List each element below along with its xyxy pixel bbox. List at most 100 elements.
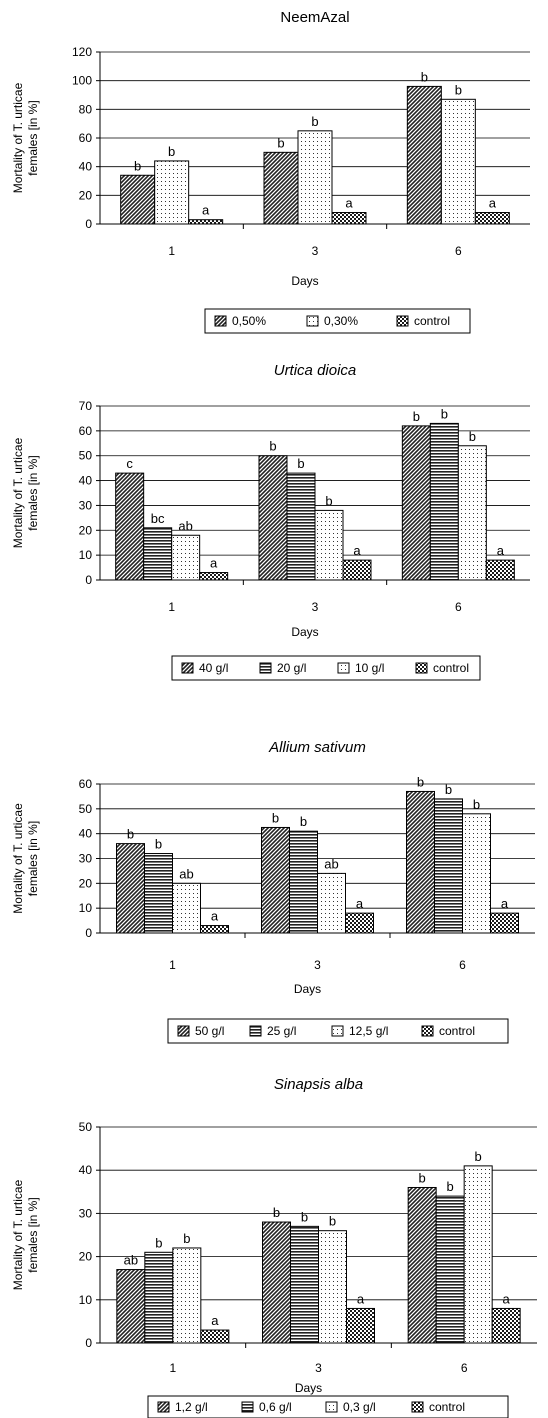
significance-label: a [357,1291,365,1306]
x-tick-label: 3 [312,600,319,614]
bar [286,472,316,581]
y-tick-label: 20 [79,1250,93,1264]
bar [172,882,201,934]
y-tick-label: 10 [79,548,93,562]
y-tick-label: 80 [79,102,93,116]
significance-label: bc [151,511,165,526]
bar [199,572,229,581]
significance-label: b [297,456,304,471]
y-tick-label: 100 [72,74,92,88]
legend-label: 0,3 g/l [343,1400,376,1414]
significance-label: b [455,82,462,97]
y-axis-label-line: Mortality of T. urticae [11,82,25,193]
legend-swatch [337,662,350,674]
bar [435,1195,465,1344]
significance-label: b [168,144,175,159]
bar [345,912,374,934]
legend-swatch [421,1025,434,1037]
legend-swatch [259,662,272,674]
legend-label: 10 g/l [355,661,384,675]
y-tick-label: 0 [85,926,92,940]
x-axis-label: Days [295,1381,322,1395]
bar [143,527,173,581]
legend-swatch [415,662,428,674]
legend-box [171,655,481,681]
significance-label: b [277,135,284,150]
x-tick-label: 3 [315,1361,322,1375]
x-tick-label: 6 [455,244,462,258]
significance-label: b [473,797,480,812]
bar [171,534,201,581]
bar [297,130,333,225]
legend-swatch [306,315,319,327]
significance-label: b [273,1205,280,1220]
y-axis-label-line: females [in %] [26,100,40,175]
legend-swatch [249,1025,262,1037]
legend-box [204,308,471,334]
legend-label: control [439,1024,475,1038]
y-tick-label: 40 [79,160,93,174]
y-axis-label: Mortality of T. urticaefemales [in %] [11,82,40,193]
y-tick-label: 20 [79,876,93,890]
legend-label: control [429,1400,465,1414]
chart-title: Allium sativum [268,739,366,756]
legend-label: control [433,661,469,675]
bar [115,472,145,581]
chart-title: NeemAzal [280,9,349,26]
y-axis-label-line: Mortality of T. urticae [11,437,25,548]
legend: 1,2 g/l 0,6 g/l 0,3 g/l control [147,1395,509,1418]
significance-label: ab [324,856,338,871]
x-tick-label: 6 [459,958,466,972]
significance-label: b [329,1214,336,1229]
significance-label: a [489,196,497,211]
x-axis-label: Days [291,274,318,288]
y-tick-label: 30 [79,852,93,866]
x-tick-label: 6 [461,1361,468,1375]
y-tick-label: 60 [79,424,93,438]
y-tick-label: 120 [72,45,92,59]
legend: 40 g/l 20 g/l 10 g/l control [171,655,481,681]
bar [429,422,459,581]
bar [263,151,299,225]
bar [317,872,346,934]
chart-panel: Allium sativum 0 10 20 30 40 50 60 Mortality of … [11,739,535,1044]
significance-label: ab [179,866,193,881]
x-tick-label: 1 [169,1361,176,1375]
y-tick-label: 0 [85,1336,92,1350]
chart-panel: Sinapsis alba 0 10 20 30 40 50 Mortality of T. … [11,1076,537,1418]
y-tick-label: 0 [85,573,92,587]
y-axis-label: Mortality of T. urticaefemales [in %] [11,437,40,548]
y-tick-label: 40 [79,1163,93,1177]
x-tick-label: 1 [169,958,176,972]
bar [406,85,442,225]
x-tick-label: 3 [314,958,321,972]
significance-label: c [126,456,133,471]
bar [401,425,431,581]
significance-label: a [211,909,219,924]
significance-label: ab [124,1253,138,1268]
legend-swatch [157,1401,170,1413]
bar [463,1165,493,1344]
significance-label: b [269,439,276,454]
significance-label: b [441,406,448,421]
significance-label: b [419,1170,426,1185]
x-tick-label: 1 [168,600,175,614]
legend-swatch [214,315,227,327]
legend-label: 25 g/l [267,1024,296,1038]
significance-label: a [497,543,505,558]
bar [331,212,367,225]
bar [154,160,190,225]
bar [314,509,344,581]
bar [491,1307,521,1344]
significance-label: a [501,896,509,911]
y-tick-label: 40 [79,827,93,841]
bar [485,559,515,581]
chart-panel: Urtica dioica 0 10 20 30 40 50 60 70 Mortality of… [11,362,530,681]
bar [490,912,519,934]
y-axis-label-line: females [in %] [26,821,40,896]
significance-label: ab [178,518,192,533]
significance-label: b [417,774,424,789]
y-tick-label: 10 [79,901,93,915]
significance-label: a [356,896,364,911]
bar [188,219,224,225]
